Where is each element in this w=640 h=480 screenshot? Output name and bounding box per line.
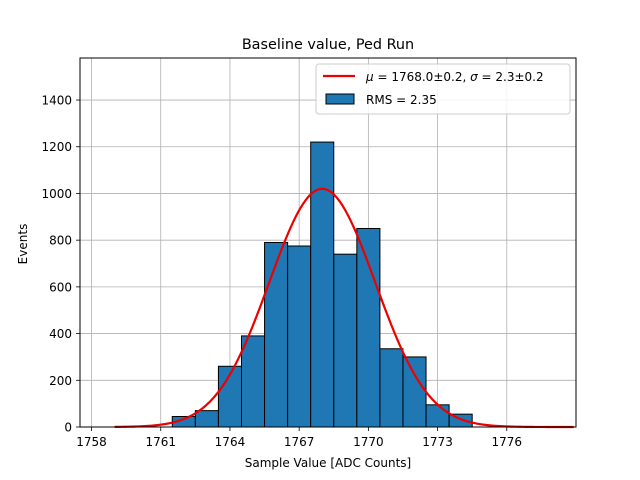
legend-box [315, 63, 571, 115]
gaussian-fit [114, 187, 574, 429]
y-tick-label: 0 [64, 421, 72, 435]
histogram-bar [379, 348, 404, 428]
histogram-bar [402, 356, 427, 428]
chart-title: Baseline value, Ped Run [242, 37, 414, 53]
legend-patch-swatch [325, 93, 355, 105]
x-tick-label: 1770 [353, 435, 384, 449]
histogram-bar [264, 242, 289, 428]
legend: μ = 1768.0±0.2, σ = 2.3±0.2 RMS = 2.35 [315, 63, 571, 115]
x-axis-label: Sample Value [ADC Counts] [245, 456, 411, 470]
y-axis-label: Events [16, 224, 30, 265]
histogram-bars [171, 141, 473, 428]
histogram-bar [194, 410, 219, 428]
legend-rms-label: RMS = 2.35 [366, 93, 437, 107]
x-tick-label: 1773 [422, 435, 453, 449]
y-tick-label: 600 [49, 280, 72, 294]
axes-frame [79, 57, 577, 428]
fit-curve [114, 187, 574, 429]
x-tick-label: 1761 [145, 435, 176, 449]
y-tick-label: 1000 [41, 187, 72, 201]
x-tick-label: 1767 [284, 435, 315, 449]
y-tick-label: 1200 [41, 140, 72, 154]
y-tick-label: 400 [49, 327, 72, 341]
x-axis-ticks: 1758 1761 1764 1767 1770 1773 1776 [76, 427, 522, 449]
legend-fit-label: μ = 1768.0±0.2, σ = 2.3±0.2 [365, 70, 544, 84]
y-axis-ticks: 0 200 400 600 800 1000 1200 1400 [41, 94, 80, 435]
histogram-bar [310, 141, 335, 428]
x-tick-label: 1776 [492, 435, 523, 449]
y-tick-label: 200 [49, 374, 72, 388]
y-tick-label: 800 [49, 234, 72, 248]
histogram-bar [356, 227, 381, 428]
histogram-bar [333, 253, 358, 428]
histogram-bar [425, 404, 450, 428]
histogram-bar [240, 335, 266, 428]
x-tick-label: 1764 [215, 435, 246, 449]
histogram-bar [287, 245, 312, 428]
x-tick-label: 1758 [76, 435, 107, 449]
y-tick-label: 1400 [41, 94, 72, 108]
